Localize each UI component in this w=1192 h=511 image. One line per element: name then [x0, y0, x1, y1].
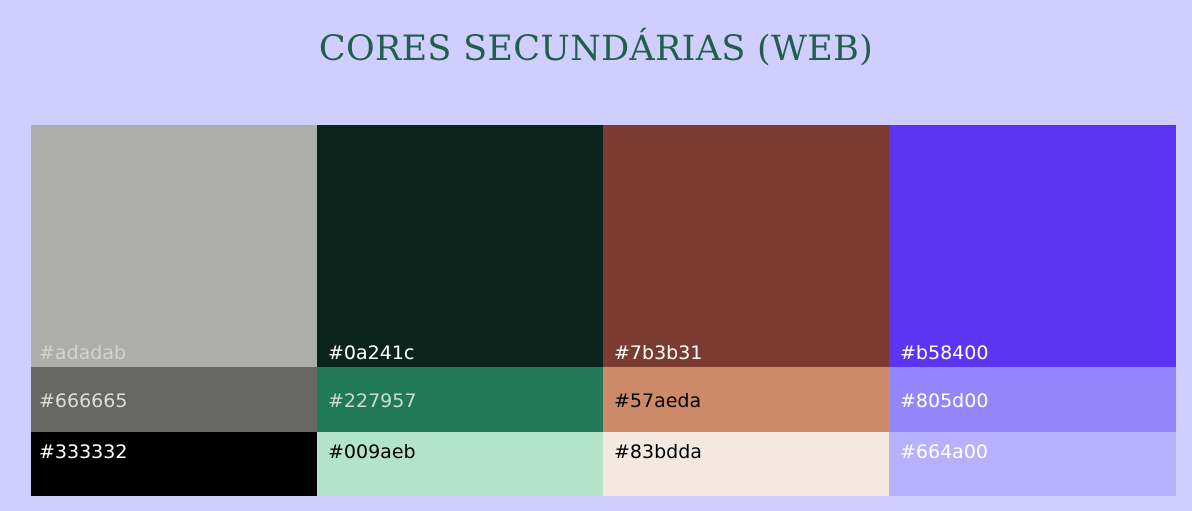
swatch-hex-label: #83bdda [614, 441, 702, 463]
color-swatch: #57aeda [603, 367, 889, 432]
swatch-hex-label: #227957 [328, 390, 417, 412]
swatch-hex-label: #805d00 [900, 390, 989, 412]
swatch-hex-label: #7b3b31 [614, 342, 703, 364]
color-swatch: #83bdda [603, 432, 889, 496]
color-swatch: #227957 [317, 367, 603, 432]
swatch-hex-label: #0a241c [328, 342, 415, 364]
color-swatch: #b58400 [889, 125, 1176, 367]
color-swatch: #333332 [31, 432, 317, 496]
swatch-hex-label: #009aeb [328, 441, 416, 463]
swatch-hex-label: #666665 [39, 390, 128, 412]
color-swatch: #664a00 [889, 432, 1176, 496]
color-swatch: #adadab [31, 125, 317, 367]
palette-column-2: #0a241c #227957 #009aeb [317, 125, 603, 496]
color-swatch: #009aeb [317, 432, 603, 496]
color-swatch: #0a241c [317, 125, 603, 367]
palette-column-4: #b58400 #805d00 #664a00 [889, 125, 1176, 496]
palette-column-3: #7b3b31 #57aeda #83bdda [603, 125, 889, 496]
swatch-hex-label: #b58400 [900, 342, 989, 364]
swatch-hex-label: #664a00 [900, 441, 989, 463]
color-swatch: #7b3b31 [603, 125, 889, 367]
color-swatch: #805d00 [889, 367, 1176, 432]
palette-column-1: #adadab #666665 #333332 [31, 125, 317, 496]
page-title: CORES SECUNDÁRIAS (WEB) [318, 29, 874, 69]
swatch-hex-label: #333332 [39, 441, 128, 463]
swatch-hex-label: #57aeda [614, 390, 702, 412]
color-swatch: #666665 [31, 367, 317, 432]
swatch-hex-label: #adadab [39, 342, 127, 364]
color-palette: #adadab #666665 #333332 #0a241c #227957 … [31, 125, 1176, 496]
